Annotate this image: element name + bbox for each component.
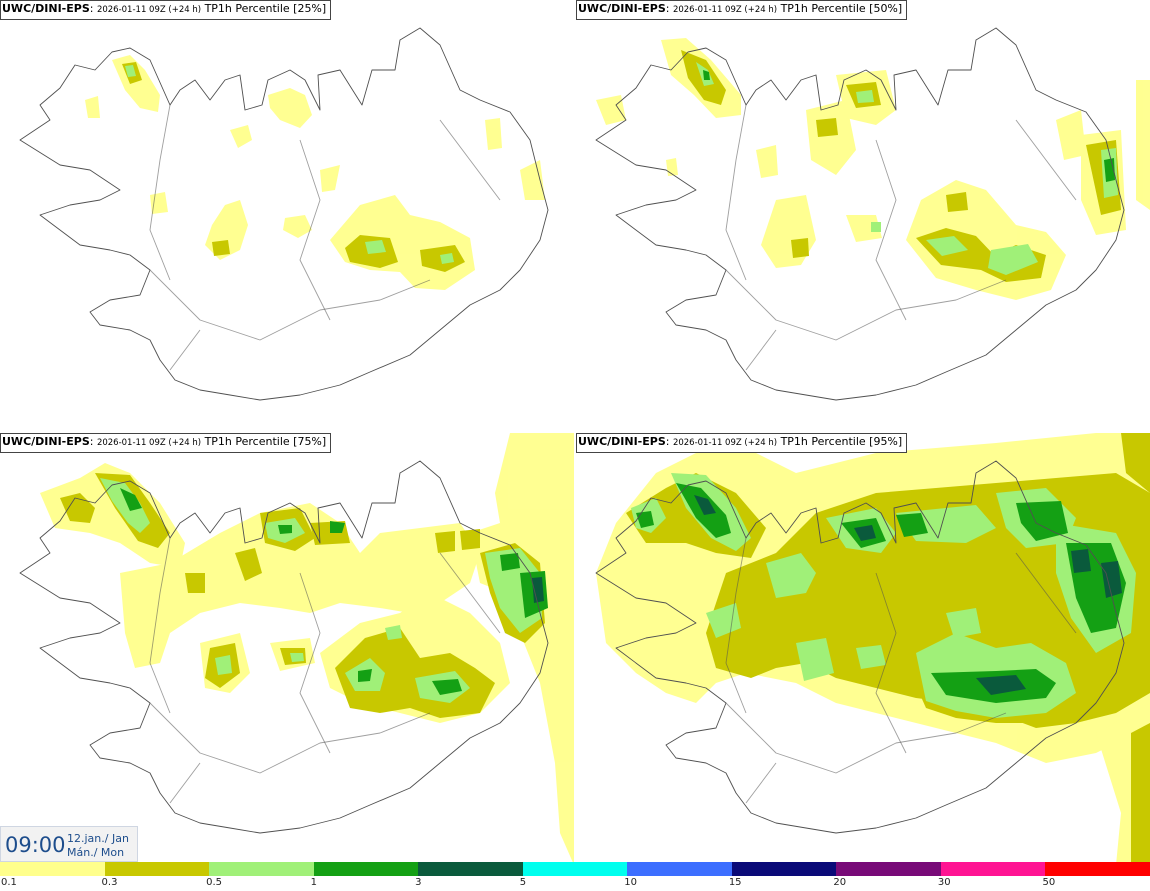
field-name: TP1h Percentile [25%] (204, 2, 327, 15)
legend-swatch (940, 862, 1046, 876)
legend-label: 20 (833, 877, 847, 888)
forecast-datetime: 2026-01-11 09Z (+24 h) (96, 438, 202, 448)
legend-swatch (627, 862, 733, 876)
legend-label: 5 (519, 877, 527, 888)
precip-fields-p95 (596, 433, 1150, 865)
precip-map-p25 (19, 27, 549, 401)
model-source: UWC/DINI-EPS (578, 2, 666, 15)
legend-label: 0.3 (101, 877, 118, 888)
legend-swatch (209, 862, 315, 876)
legend-label: 50 (1042, 877, 1056, 888)
legend-swatch (836, 862, 942, 876)
legend-label: 0.5 (206, 877, 222, 888)
valid-time-box: 09:00 12.jan./ Jan Mán./ Mon (0, 826, 138, 862)
forecast-datetime: 2026-01-11 09Z (+24 h) (672, 438, 778, 448)
color-legend: 0.1 0.3 0.5 1 3 5 10 15 20 30 50 (0, 862, 1150, 891)
panel-title-p95: UWC/DINI-EPS: 2026-01-11 09Z (+24 h) TP1… (576, 433, 908, 453)
field-name: TP1h Percentile [95%] (780, 435, 903, 448)
panel-p95: UWC/DINI-EPS: 2026-01-11 09Z (+24 h) TP1… (576, 433, 1150, 865)
forecast-datetime: 2026-01-11 09Z (+24 h) (96, 5, 202, 15)
field-name: TP1h Percentile [50%] (780, 2, 903, 15)
panel-divider (574, 0, 576, 862)
legend-swatch (0, 862, 105, 876)
panel-p50: UWC/DINI-EPS: 2026-01-11 09Z (+24 h) TP1… (576, 0, 1150, 432)
precip-map-p50 (595, 27, 1150, 401)
precip-map-p75 (19, 433, 574, 865)
valid-weekday: Mán./ Mon (67, 846, 125, 859)
legend-label: 3 (415, 877, 422, 888)
legend-label: 1 (310, 877, 317, 888)
legend-label: 0.1 (1, 877, 17, 888)
precip-map-p95 (595, 433, 1150, 865)
panel-title-p25: UWC/DINI-EPS: 2026-01-11 09Z (+24 h) TP1… (0, 0, 332, 20)
panel-p25: UWC/DINI-EPS: 2026-01-11 09Z (+24 h) TP1… (0, 0, 574, 432)
coastline-p75 (19, 460, 549, 834)
panel-title-p50: UWC/DINI-EPS: 2026-01-11 09Z (+24 h) TP1… (576, 0, 908, 20)
coastline-p25 (19, 27, 549, 401)
legend-swatch (1045, 862, 1150, 876)
legend-swatch (104, 862, 210, 876)
legend-swatch (313, 862, 419, 876)
field-name: TP1h Percentile [75%] (204, 435, 327, 448)
valid-time: 09:00 (5, 833, 66, 857)
legend-label: 15 (728, 877, 742, 888)
legend-swatch (522, 862, 628, 876)
precip-fields-p25 (85, 55, 545, 290)
valid-date: 12.jan./ Jan (67, 832, 129, 845)
panel-p75: UWC/DINI-EPS: 2026-01-11 09Z (+24 h) TP1… (0, 433, 574, 865)
legend-label: 10 (624, 877, 637, 888)
coastline-p50 (595, 27, 1125, 401)
model-source: UWC/DINI-EPS (2, 435, 90, 448)
precip-fields-p75 (40, 433, 574, 865)
coastline-p95 (595, 460, 1125, 834)
legend-swatch (731, 862, 837, 876)
panel-title-p75: UWC/DINI-EPS: 2026-01-11 09Z (+24 h) TP1… (0, 433, 332, 453)
forecast-datetime: 2026-01-11 09Z (+24 h) (672, 5, 778, 15)
model-source: UWC/DINI-EPS (578, 435, 666, 448)
model-source: UWC/DINI-EPS (2, 2, 90, 15)
legend-label: 30 (937, 877, 951, 888)
legend-swatch (418, 862, 524, 876)
precip-fields-p50 (596, 38, 1150, 300)
